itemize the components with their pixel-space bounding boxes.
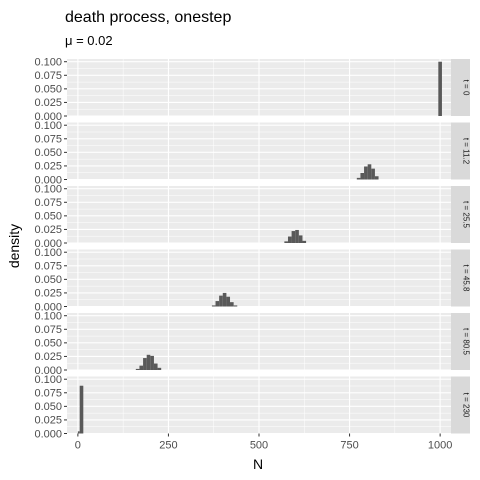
- y-tick-label: 0.050: [34, 274, 62, 286]
- facet-strip: [451, 376, 470, 434]
- facet-strip-label: t = 230: [462, 393, 471, 418]
- y-tick-label: 0.100: [34, 57, 62, 69]
- y-tick-label: 0.075: [34, 134, 62, 146]
- histogram-bar: [230, 302, 234, 307]
- facet-strip-label: t = 80.5: [462, 328, 471, 355]
- histogram-bar: [291, 231, 296, 243]
- histogram-bar: [360, 172, 365, 180]
- facet-strip: [451, 122, 470, 180]
- histogram-bar: [364, 166, 368, 180]
- facet-strip: [451, 313, 470, 370]
- x-tick-label: 0: [75, 440, 81, 452]
- y-tick-label: 0.075: [34, 197, 62, 209]
- histogram-bar: [302, 240, 307, 243]
- x-tick-label: 750: [340, 440, 358, 452]
- histogram-bar: [211, 305, 216, 307]
- facet-strip-label: t = 45.8: [462, 265, 471, 292]
- y-tick-label: 0.025: [34, 161, 62, 173]
- y-tick-label: 0.100: [34, 374, 62, 386]
- y-tick-label: 0.000: [34, 301, 62, 313]
- histogram-bar: [298, 235, 303, 243]
- y-tick-label: 0.025: [34, 288, 62, 300]
- y-tick-label: 0.100: [34, 311, 62, 323]
- x-axis-title: N: [253, 456, 263, 472]
- histogram-bar: [215, 301, 220, 307]
- histogram-bar: [150, 355, 154, 370]
- x-tick-label: 1000: [428, 440, 452, 452]
- histogram-bar: [295, 229, 299, 243]
- histogram-bar: [219, 295, 223, 307]
- facet-strip-label: t = 11.2: [462, 138, 471, 165]
- y-tick-label: 0.050: [34, 338, 62, 350]
- y-tick-label: 0.050: [34, 84, 62, 96]
- y-tick-label: 0.000: [34, 238, 62, 250]
- y-tick-label: 0.000: [34, 111, 62, 123]
- x-tick-label: 250: [159, 440, 177, 452]
- histogram-bar: [438, 61, 442, 116]
- chart-subtitle: μ = 0.02: [65, 33, 113, 48]
- histogram-bar: [222, 292, 227, 307]
- y-tick-label: 0.050: [34, 147, 62, 159]
- chart-title: death process, onestep: [65, 9, 231, 26]
- y-tick-label: 0.075: [34, 388, 62, 400]
- x-tick-label: 500: [250, 440, 268, 452]
- y-tick-label: 0.025: [34, 415, 62, 427]
- histogram-bar: [374, 176, 379, 180]
- histogram-bar: [143, 358, 147, 370]
- histogram-bar: [77, 431, 80, 434]
- facet-strip: [451, 186, 470, 243]
- histogram-bar: [367, 164, 372, 180]
- histogram-bar: [157, 367, 162, 370]
- y-axis-title: density: [6, 224, 22, 268]
- histogram-bar: [139, 365, 144, 370]
- histogram-bar: [226, 296, 231, 307]
- y-tick-label: 0.025: [34, 224, 62, 236]
- histogram-bar: [356, 177, 361, 180]
- histogram-bar: [371, 168, 375, 180]
- histogram-bar: [233, 305, 238, 307]
- y-tick-label: 0.000: [34, 365, 62, 377]
- y-tick-label: 0.050: [34, 211, 62, 223]
- y-tick-label: 0.075: [34, 70, 62, 82]
- facet-strip-label: t = 25.5: [462, 201, 471, 228]
- histogram-bar: [284, 241, 288, 243]
- x-axis: 0 250 500 750 1000: [75, 433, 452, 452]
- y-tick-label: 0.000: [34, 174, 62, 186]
- y-tick-label: 0.075: [34, 324, 62, 336]
- y-tick-label: 0.100: [34, 184, 62, 196]
- y-tick-label: 0.100: [34, 120, 62, 132]
- y-tick-label: 0.075: [34, 261, 62, 273]
- y-tick-label: 0.025: [34, 351, 62, 363]
- y-tick-label: 0.025: [34, 97, 62, 109]
- facet-strip-label: t = 0: [462, 80, 471, 96]
- y-tick-label: 0.000: [34, 428, 62, 440]
- histogram-bar: [135, 368, 140, 370]
- y-tick-label: 0.050: [34, 401, 62, 413]
- histogram-bar: [79, 385, 84, 434]
- histogram-bar: [153, 363, 158, 370]
- facet-strip: [451, 249, 470, 307]
- y-tick-label: 0.100: [34, 247, 62, 259]
- histogram-bar: [146, 354, 151, 370]
- histogram-bar: [287, 236, 292, 243]
- facet-strip: [451, 59, 470, 116]
